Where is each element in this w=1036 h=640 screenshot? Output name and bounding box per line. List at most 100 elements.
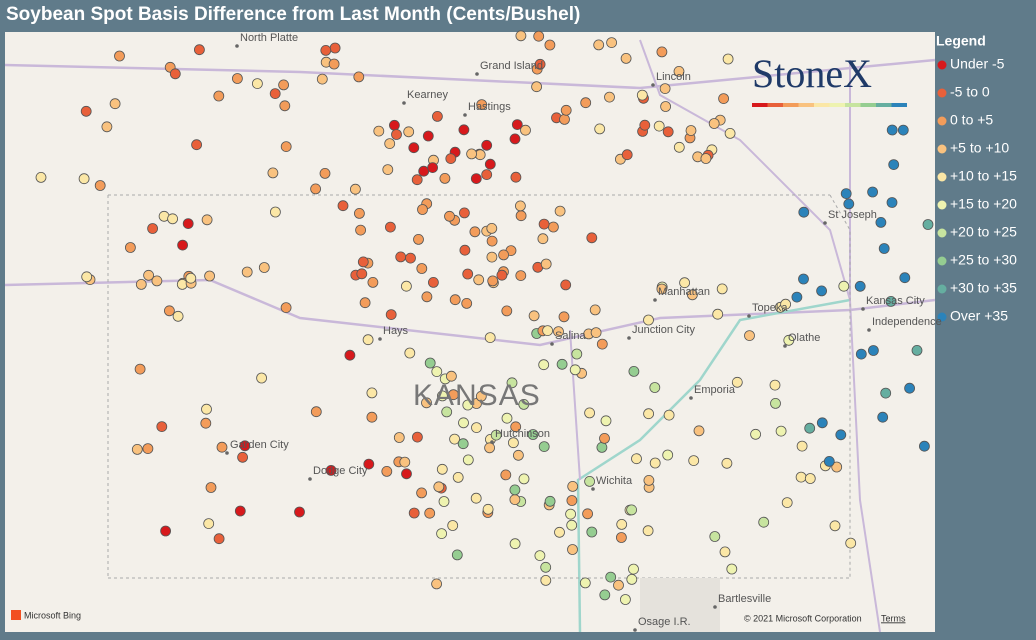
elevator-dot [649,382,661,393]
elevator-dot [484,332,496,344]
city-label: Grand Island [480,60,543,72]
legend-label: +10 to +15 [950,168,1017,184]
elevator-dot [554,526,565,538]
elevator-dot [427,276,439,288]
elevator-dot [205,482,217,493]
elevator-dot [722,53,734,65]
elevator-dot [408,142,420,154]
elevator-dot [319,167,331,179]
elevator-dot [382,164,394,176]
city-marker [550,342,554,346]
elevator-dot [796,440,808,452]
elevator-dot [911,344,923,356]
elevator-dot [124,242,136,253]
elevator-dot [783,334,795,346]
elevator-dot [280,141,292,153]
elevator-dot [688,455,700,467]
city-label: Wichita [596,475,633,487]
elevator-dot [81,271,93,283]
elevator-dot [553,326,564,338]
city-marker [591,487,595,491]
elevator-dot [269,88,281,99]
elevator-dot [687,289,698,301]
elevator-dot [325,464,337,476]
elevator-dot [708,118,720,129]
city-marker [867,328,871,332]
city-label: St Joseph [828,209,877,221]
elevator-dot [616,532,627,543]
elevator-dot [770,397,781,409]
elevator-dot [600,415,612,427]
elevator-dot [823,455,835,467]
elevator-dot [213,90,225,102]
city-marker [633,628,637,632]
logo-stripe [829,103,845,107]
elevator-dot [922,219,934,230]
elevator-dot [685,125,697,136]
elevator-dot [399,456,411,468]
city-label: Osage I.R. [638,616,691,628]
elevator-dot [642,525,654,537]
elevator-dot [216,441,228,453]
elevator-dot [919,440,930,452]
elevator-dot [405,252,416,264]
city-marker [823,221,827,225]
legend-swatch [937,312,947,322]
elevator-dot [411,174,423,186]
elevator-dot [509,538,521,550]
elevator-dot [590,327,602,339]
elevator-dot [515,210,527,222]
elevator-dot [201,403,212,415]
elevator-dot [556,358,568,370]
elevator-dot [436,528,448,539]
elevator-dot [421,397,432,409]
elevator-dot [447,389,459,401]
elevator-dot [204,270,216,282]
elevator-dot [416,487,428,499]
elevator-dot [798,273,809,285]
elevator-dot [899,272,911,284]
elevator-dot [700,153,712,164]
elevator-dot [431,366,443,378]
elevator-dot [355,224,367,236]
elevator-dot [726,563,738,575]
elevator-dot [176,278,188,290]
elevator-dot [388,119,400,131]
elevator-dot [469,226,481,238]
elevator-dot [384,221,396,233]
elevator-dot [231,73,243,84]
elevator-dot [582,508,593,520]
elevator-dot [147,223,159,234]
elevator-dot [353,71,365,83]
elevator-dot [445,153,457,165]
legend-label: Under -5 [950,56,1005,72]
elevator-dot [566,519,578,531]
elevator-dot [534,58,546,70]
elevator-dot [486,222,498,234]
legend-swatch [937,200,947,210]
elevator-dot [780,298,791,310]
elevator-dot [534,550,546,561]
elevator-dot [484,158,496,170]
elevator-dot [78,173,90,185]
elevator-dot [439,172,451,184]
elevator-dot [131,443,143,455]
elevator-dot [621,149,633,161]
elevator-dot [528,310,540,322]
elevator-dot [134,363,146,375]
title: Soybean Spot Basis Difference from Last … [6,4,580,25]
elevator-dot [643,314,654,326]
legend-label: -5 to 0 [950,84,990,100]
elevator-dot [538,441,550,453]
city-label: Junction City [632,324,695,336]
elevator-dot [418,165,430,177]
elevator-dot [567,544,578,555]
elevator-dot [567,480,579,492]
elevator-dot [558,311,570,323]
terms[interactable]: Terms [881,613,906,623]
elevator-dot [631,453,642,465]
legend-label: +15 to +20 [950,196,1017,212]
elevator-dot [449,294,461,306]
elevator-dot [605,571,617,583]
elevator-dot [509,494,521,506]
